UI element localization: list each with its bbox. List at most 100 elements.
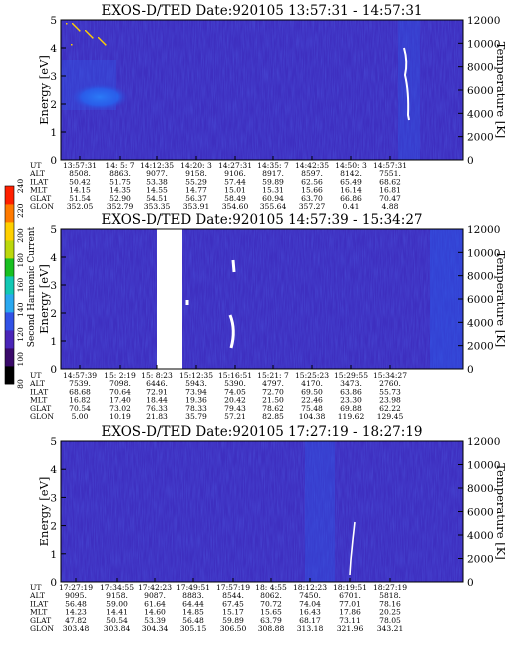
noise-dot (66, 23, 68, 25)
ephemeris-cell: 21.50 (262, 396, 284, 405)
y2-tick-label: 0 (467, 577, 474, 589)
data-gap (157, 229, 182, 369)
ephemeris-cell: 14.55 (146, 186, 168, 195)
colorbar-tick-label: 80 (16, 379, 25, 389)
ephemeris-cell: 119.62 (338, 412, 365, 421)
ephemeris-row-label: MLT (30, 186, 47, 195)
y-tick-label: 5 (50, 224, 57, 236)
ephemeris-cell: 303.84 (104, 624, 131, 633)
ephemeris-cell: 82.85 (262, 412, 284, 421)
y2-axis-label: Temperature [K] (494, 251, 505, 348)
ephemeris-cell: 69.50 (301, 387, 323, 396)
noise-dot (98, 37, 100, 39)
ephemeris-cell: 66.86 (340, 194, 362, 203)
bright-streak (349, 521, 356, 576)
ephemeris-cell: 77.01 (339, 599, 361, 608)
y2-tick-label: 4000 (467, 530, 494, 542)
y-axis-label: Energy [eV] (37, 264, 51, 334)
ephemeris-cell: 22.46 (301, 396, 323, 405)
ephemeris-cell: 14.60 (144, 608, 166, 617)
ephemeris-cell: 23.98 (379, 396, 401, 405)
ephemeris-cell: 355.64 (260, 202, 287, 211)
ephemeris-cell: 352.05 (67, 202, 94, 211)
ephemeris-cell: 17:57:19 (216, 583, 250, 592)
enhancement-halo (61, 60, 116, 110)
ephemeris-cell: 8863. (109, 169, 131, 178)
ephemeris-cell: 63.86 (340, 387, 362, 396)
ephemeris-cell: 15.66 (301, 186, 323, 195)
ephemeris-cell: 69.88 (340, 404, 362, 413)
y-tick-label: 3 (50, 71, 57, 83)
ephemeris-cell: 14:12:35 (140, 161, 174, 170)
noise-dot (77, 28, 79, 30)
ephemeris-cell: 57.44 (224, 177, 246, 186)
ephemeris-cell: 68.17 (299, 616, 321, 625)
ephemeris-cell: 70.64 (109, 387, 131, 396)
ephemeris-cell: 60.94 (262, 194, 284, 203)
ephemeris-cell: 52.90 (109, 194, 131, 203)
y2-tick-label: 8000 (467, 271, 494, 283)
ephemeris-cell: 15:25:23 (295, 371, 329, 380)
ephemeris-cell: 73.02 (109, 404, 131, 413)
ephemeris-row-label: GLAT (30, 404, 51, 413)
ephemeris-cell: 70.54 (69, 404, 91, 413)
ephemeris-cell: 59.89 (262, 177, 284, 186)
noise-dot (87, 32, 89, 34)
ephemeris-cell: 67.45 (222, 599, 244, 608)
colorbar-tick-label: 180 (16, 253, 25, 268)
ephemeris-cell: 62.22 (379, 404, 401, 413)
y2-tick-label: 0 (467, 155, 474, 167)
colorbar-tick-label: 140 (16, 302, 25, 317)
noise-dot (99, 38, 101, 40)
noise-dot (102, 41, 104, 43)
y2-tick-label: 2000 (467, 132, 494, 144)
ephemeris-cell: 129.45 (377, 412, 404, 421)
noise-dot (72, 23, 74, 25)
ephemeris-cell: 14.77 (185, 186, 207, 195)
ephemeris-cell: 7551. (379, 169, 401, 178)
ephemeris-cell: 68.62 (379, 177, 401, 186)
ephemeris-cell: 35.79 (185, 412, 207, 421)
ephemeris-row-label: ALT (29, 591, 45, 600)
y2-tick-label: 12000 (467, 224, 500, 236)
ephemeris-cell: 15.01 (224, 186, 246, 195)
spectrogram-panel-2: EXOS-D/TED Date:920105 14:57:39 - 15:34:… (29, 212, 505, 421)
y-tick-label: 1 (50, 127, 57, 139)
noise-dot (79, 30, 81, 32)
ephemeris-cell: 352.79 (107, 202, 134, 211)
y2-tick-label: 10000 (467, 460, 500, 472)
colorbar-tick-label: 100 (16, 352, 25, 367)
ephemeris-row-label: UT (30, 161, 41, 170)
ephemeris-cell: 78.05 (379, 616, 401, 625)
ephemeris-cell: 5390. (224, 379, 246, 388)
y-tick-label: 3 (50, 280, 57, 292)
colorbar-segment (5, 294, 14, 313)
ephemeris-row-label: UT (30, 583, 41, 592)
ephemeris-cell: 23.30 (340, 396, 362, 405)
ephemeris-cell: 56.48 (65, 599, 87, 608)
enhancement-region (70, 83, 130, 111)
ephemeris-cell: 9106. (224, 169, 246, 178)
ephemeris-cell: 8142. (340, 169, 362, 178)
ephemeris-cell: 14:57:39 (63, 371, 97, 380)
ephemeris-cell: 59.00 (106, 599, 128, 608)
ephemeris-cell: 17:42:23 (138, 583, 172, 592)
ephemeris-cell: 16.82 (69, 396, 91, 405)
ephemeris-row-label: GLAT (30, 616, 51, 625)
ephemeris-cell: 74.04 (299, 599, 321, 608)
colorbar-segment (5, 258, 14, 277)
enhancement-band (305, 441, 335, 582)
ephemeris-cell: 14.23 (65, 608, 87, 617)
ephemeris-table: UTALTILATMLTGLATGLON13:57:318508.50.4214… (29, 161, 407, 211)
y2-tick-label: 10000 (467, 247, 500, 259)
y-tick-label: 0 (50, 155, 57, 167)
ephemeris-row-label: UT (30, 371, 41, 380)
ephemeris-cell: 3473. (340, 379, 362, 388)
ephemeris-cell: 78.33 (185, 404, 207, 413)
ephemeris-row-label: ILAT (30, 177, 48, 186)
ephemeris-cell: 14:27:31 (218, 161, 252, 170)
y-tick-label: 2 (50, 99, 57, 111)
ephemeris-cell: 308.88 (258, 624, 285, 633)
